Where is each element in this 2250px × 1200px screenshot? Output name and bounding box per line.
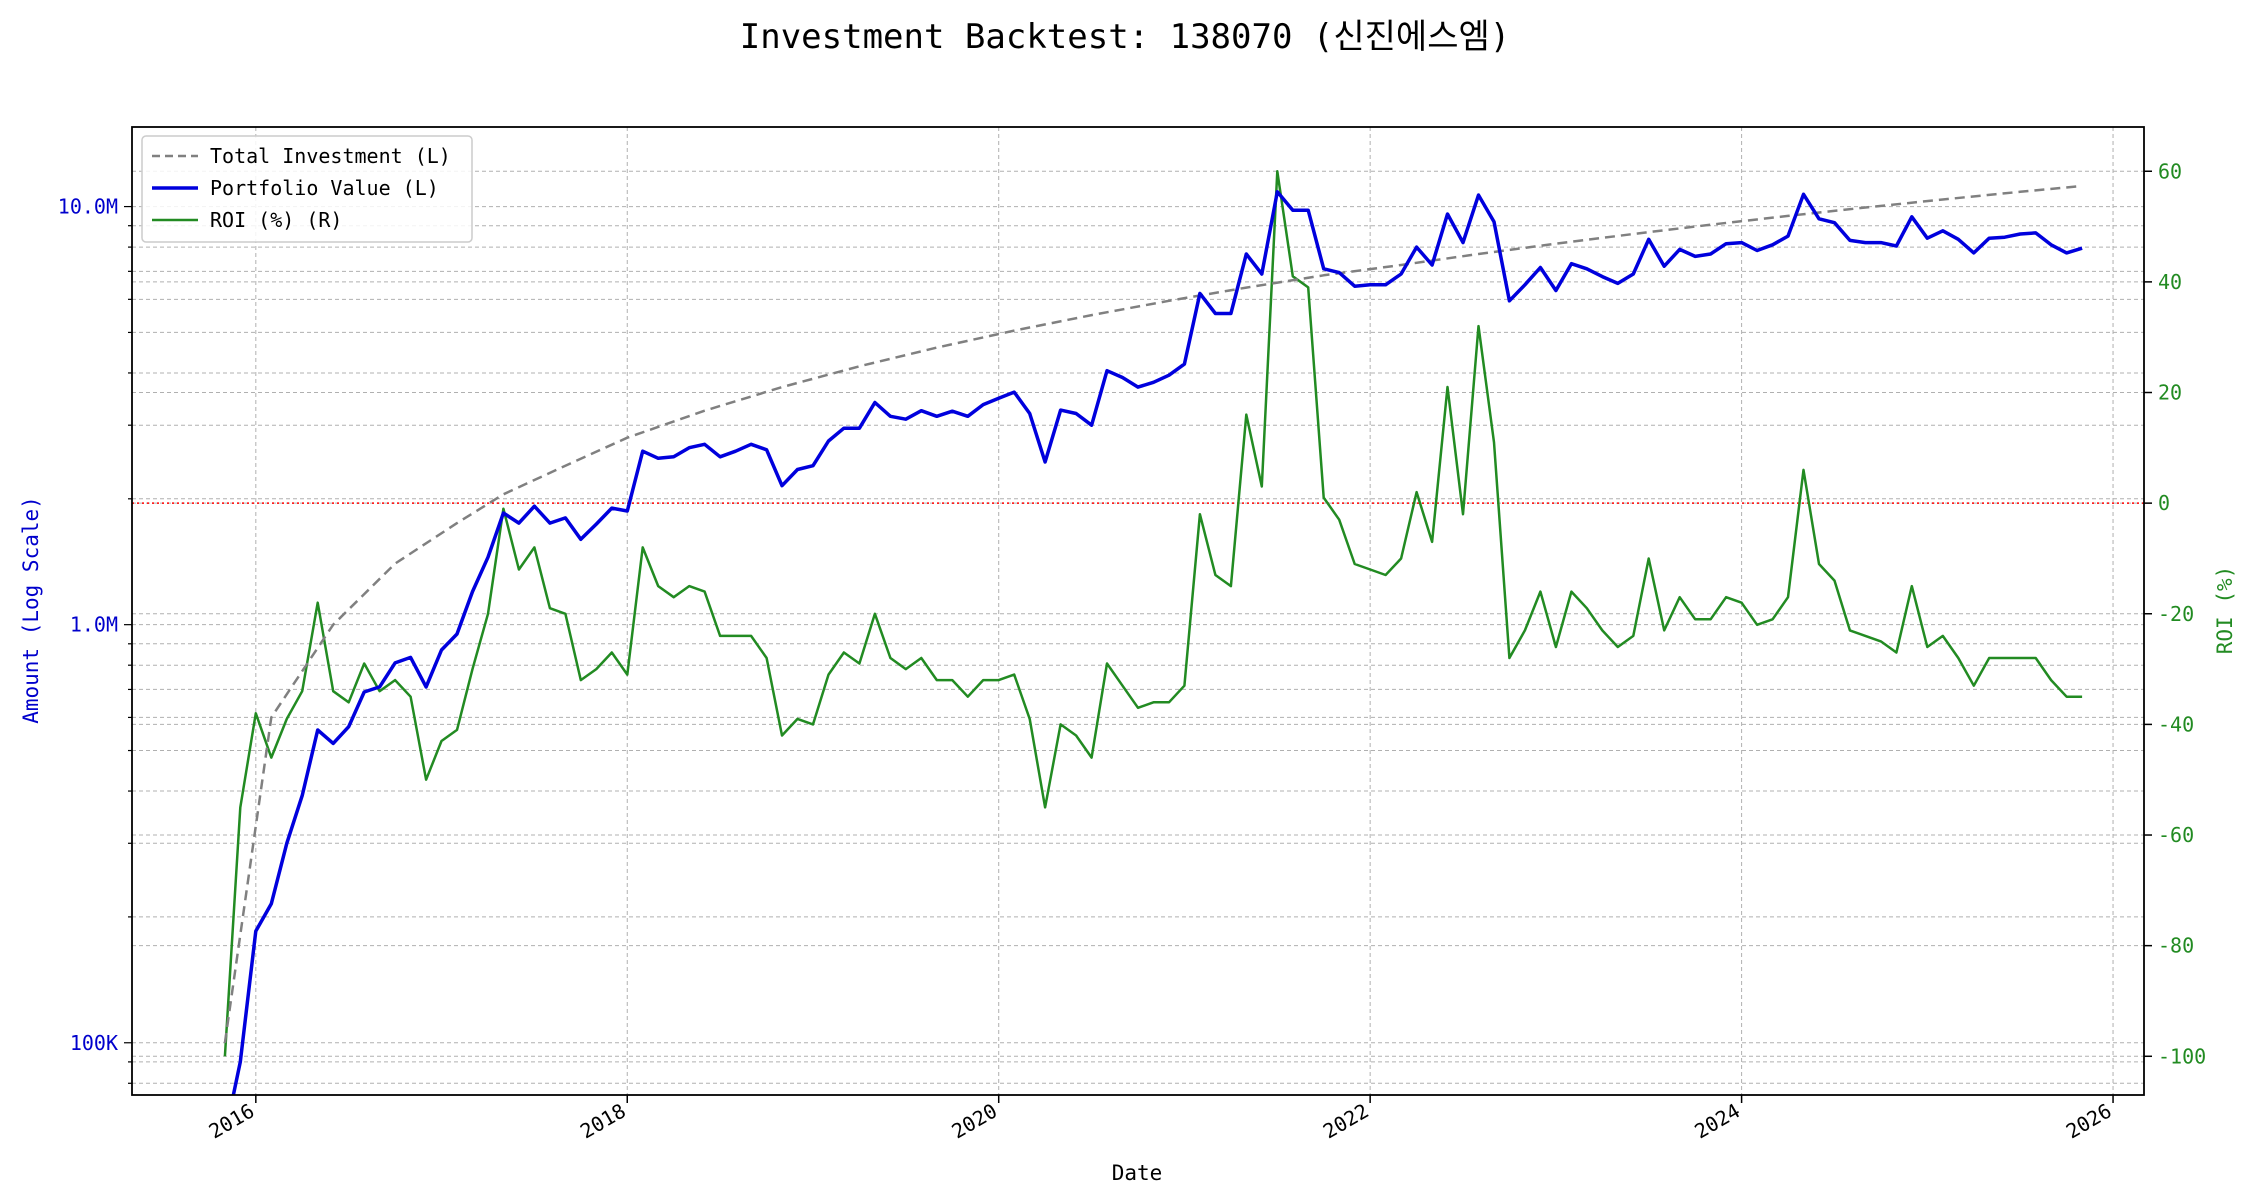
total-investment-line [223, 184, 2083, 1043]
x-tick-label: 2022 [1319, 1099, 1373, 1144]
x-tick-label: 2020 [947, 1099, 1001, 1144]
y-right-tick-label: -60 [2158, 823, 2194, 847]
y-right-tick-label: -100 [2158, 1044, 2206, 1068]
x-tick-label: 2026 [2062, 1099, 2116, 1144]
y-left-tick-label: 10.0M [58, 195, 118, 219]
series-layer [132, 170, 2144, 1095]
chart-title: Investment Backtest: 138070 (신진에스엠) [740, 17, 1511, 57]
y-axis-right-label: ROI (%) [2213, 566, 2237, 655]
legend-label: Total Investment (L) [210, 144, 451, 168]
axes-layer: 2016 2018 2020 2022 2024 2026 100K 1.0M 10.0M -10… [58, 126, 2206, 1144]
y-right-tick-label: 0 [2158, 491, 2170, 515]
legend-box [141, 135, 473, 243]
legend: Total Investment (L) Portfolio Value (L) R… [141, 135, 473, 243]
legend-label: ROI (%) (R) [210, 208, 342, 232]
roi-line [223, 170, 2083, 1057]
y-right-tick-label: -80 [2158, 934, 2194, 958]
y-right-tick-label: 60 [2158, 159, 2182, 183]
y-right-tick-label: 40 [2158, 270, 2182, 294]
x-tick-label: 2016 [205, 1099, 259, 1144]
y-right-tick-label: -20 [2158, 602, 2194, 626]
y-right-tick-label: 20 [2158, 381, 2182, 405]
portfolio-value-line [231, 190, 2083, 1095]
y-axis-left-label: Amount (Log Scale) [19, 496, 43, 724]
x-tick-label: 2024 [1690, 1099, 1744, 1144]
plot-frame [131, 126, 2145, 1096]
x-axis-label: Date [1112, 1161, 1163, 1185]
legend-label: Portfolio Value (L) [210, 176, 439, 200]
y-right-tick-label: -40 [2158, 712, 2194, 736]
x-tick-label: 2018 [576, 1099, 630, 1144]
grid-lines [132, 127, 2144, 1095]
y-left-tick-label: 1.0M [70, 613, 118, 637]
y-left-tick-label: 100K [70, 1031, 118, 1055]
